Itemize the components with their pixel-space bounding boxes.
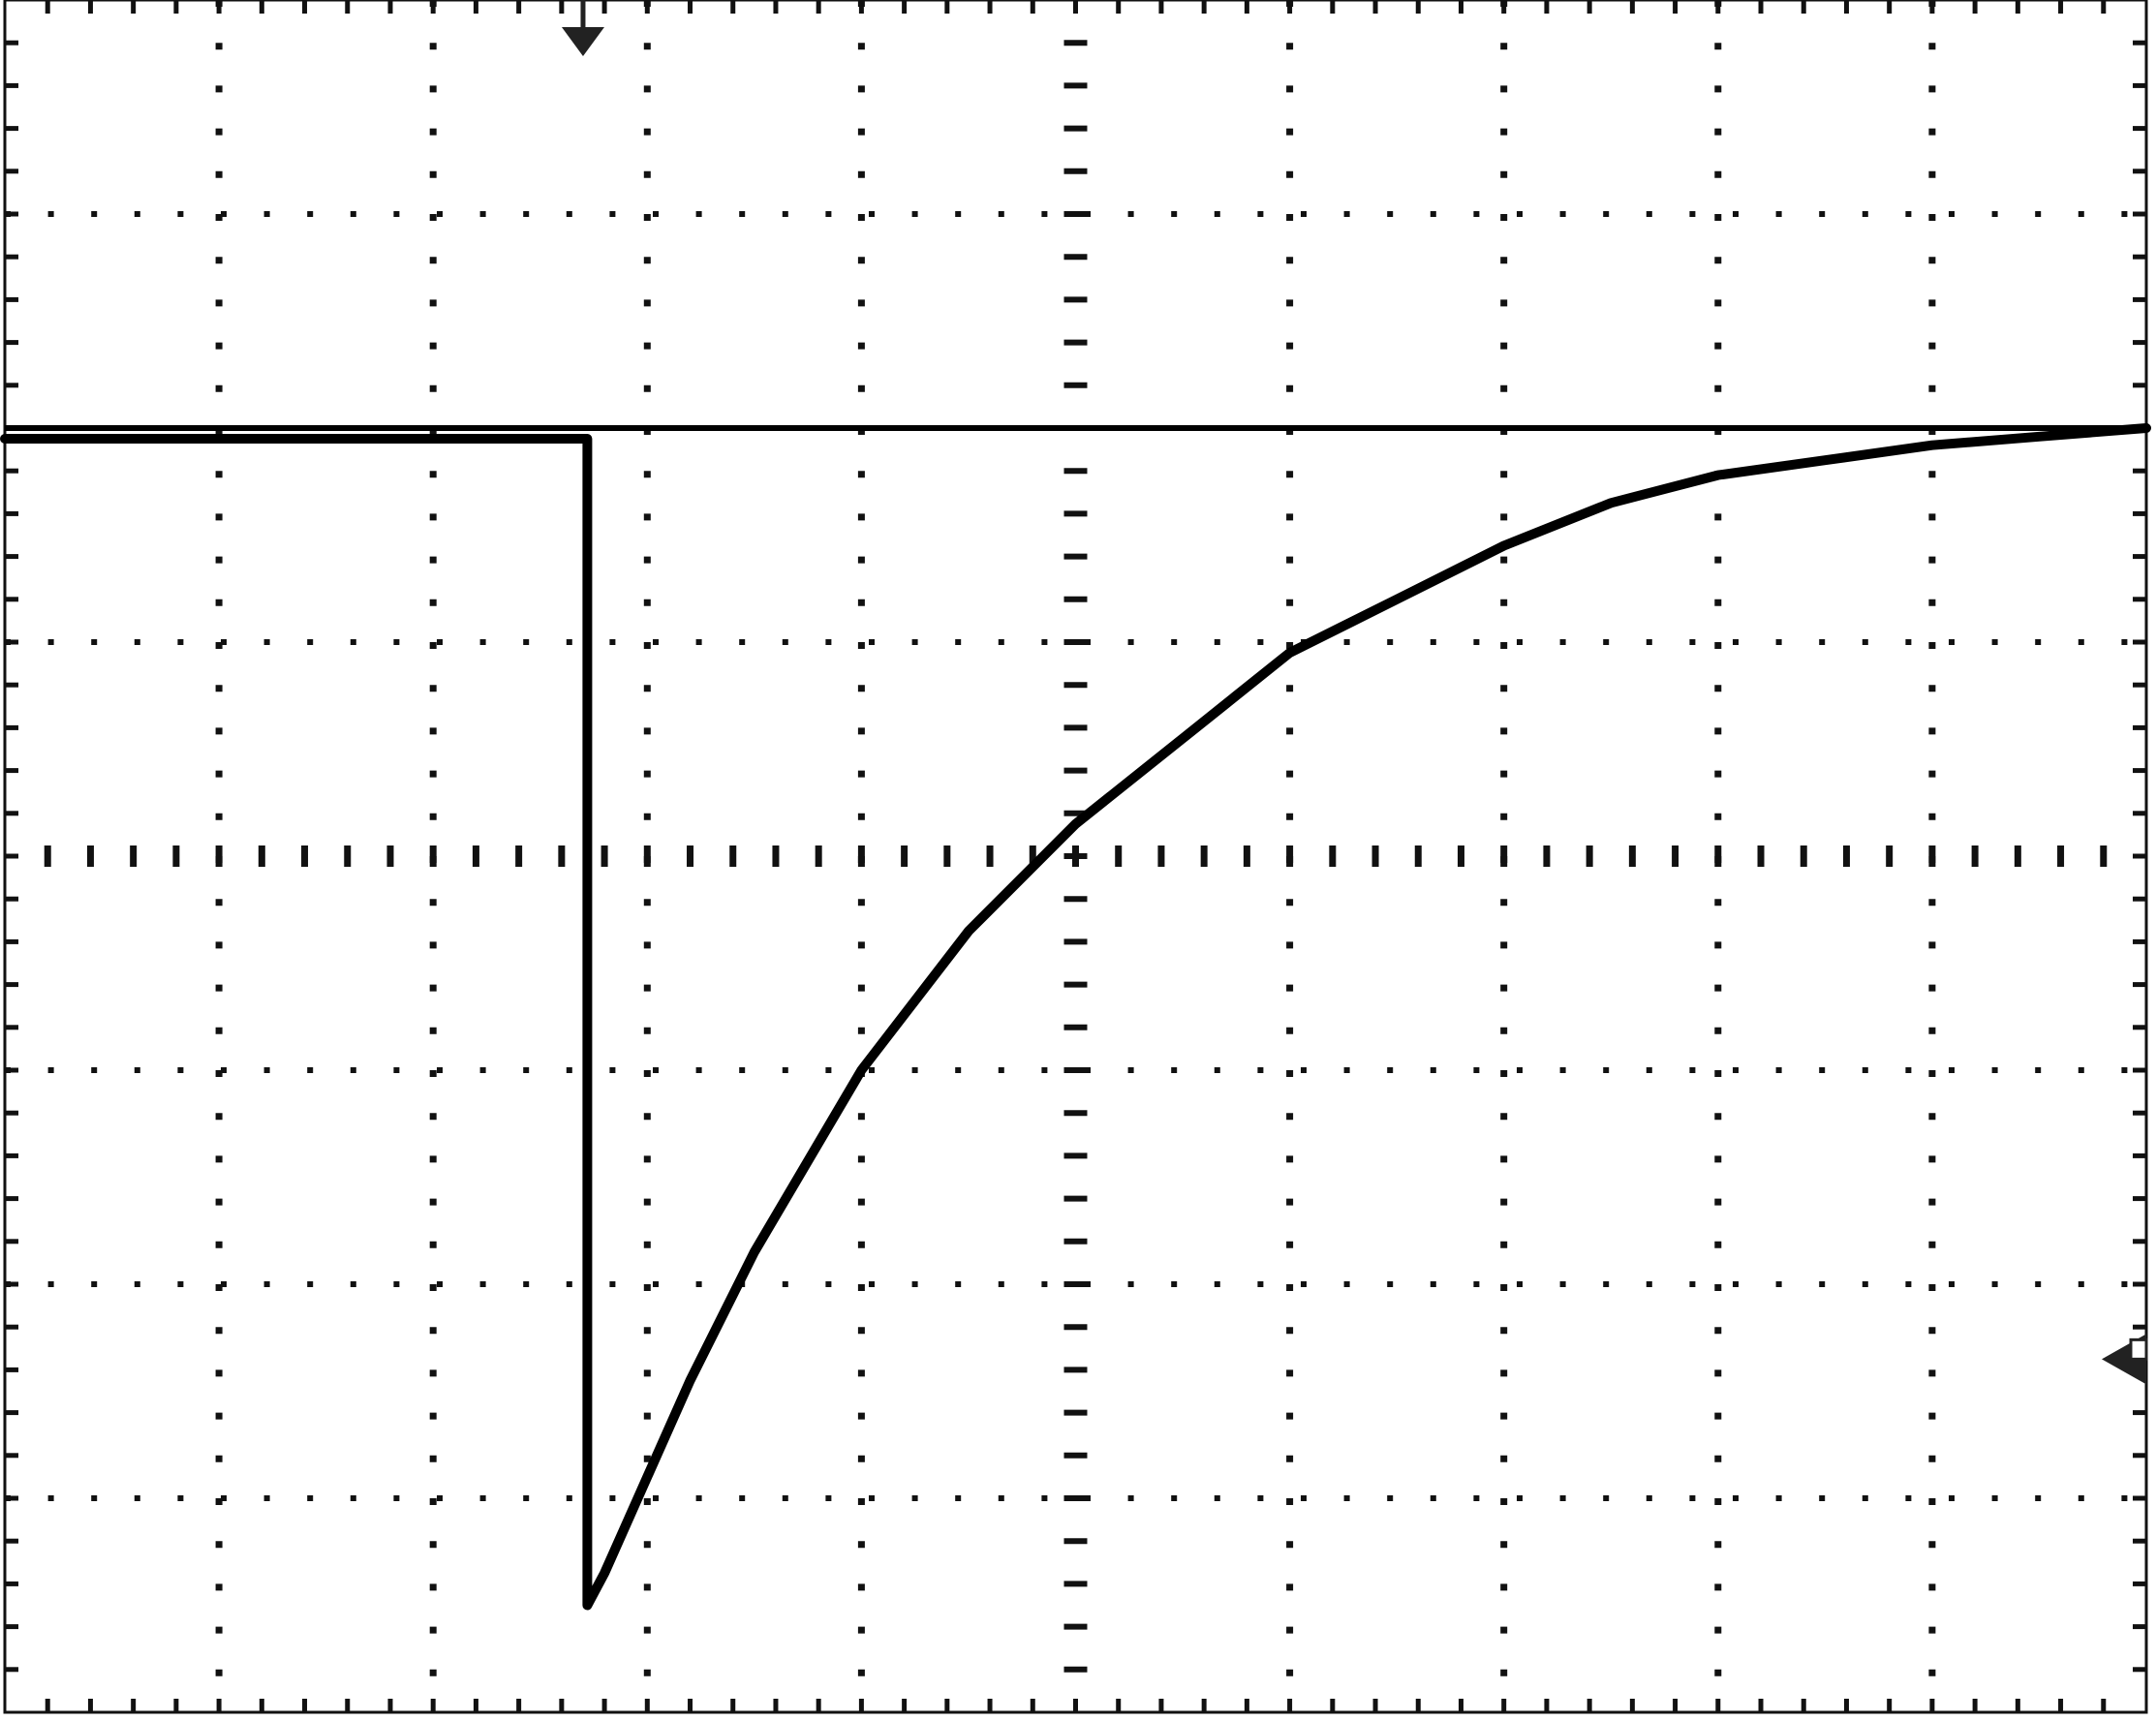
plot-frame (3, 0, 2148, 1714)
grid (3, 0, 2148, 1714)
trace-point (601, 1569, 609, 1578)
trace-point (1, 435, 9, 443)
trace-point (1285, 649, 1294, 657)
trace-point (1607, 499, 1616, 507)
trace-point (583, 1601, 592, 1610)
trace-point (583, 435, 592, 443)
traces (0, 423, 2151, 1611)
trace-point (965, 927, 972, 936)
trace-point (1393, 595, 1401, 603)
trace-point (1499, 541, 1508, 550)
ground-marker-box (2129, 1337, 2148, 1361)
trace-point (2142, 424, 2150, 432)
trace-point (2035, 432, 2044, 441)
markers (561, 0, 2148, 1385)
trace-point (1179, 734, 1187, 743)
trace-point (1927, 441, 1936, 449)
trace-point (1071, 819, 1080, 828)
trace-point (1821, 456, 1830, 465)
trigger-marker-icon (561, 27, 604, 56)
trace-point (686, 1376, 694, 1385)
trace-point (857, 1066, 866, 1074)
trace-point (750, 1247, 758, 1256)
trace-point (1713, 471, 1722, 479)
signal-trace-1 (0, 423, 2151, 1611)
trace-point (643, 1472, 652, 1481)
